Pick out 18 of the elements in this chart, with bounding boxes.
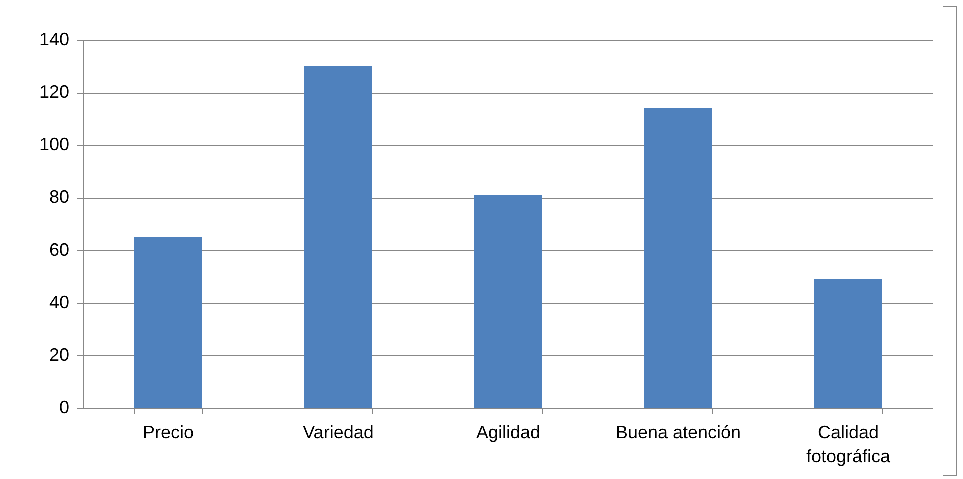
y-tick-label: 20 (49, 344, 70, 365)
y-tick-label: 120 (39, 82, 70, 102)
bar (814, 279, 882, 408)
y-tick-label: 40 (49, 292, 70, 312)
x-tick-label: Precio (142, 422, 194, 442)
y-tick-label: 100 (39, 134, 70, 155)
bar (474, 195, 542, 408)
x-tick-label: Calidad fotográfica (806, 422, 892, 466)
y-tick-label: 60 (49, 240, 70, 260)
y-tick-label: 0 (59, 398, 70, 418)
x-tick-label: Buena atención (616, 422, 742, 442)
bar (304, 66, 372, 408)
bar (644, 108, 712, 408)
x-tick-label: Variedad (303, 422, 374, 442)
x-tick-label: Agilidad (476, 422, 541, 442)
y-tick-label: 140 (39, 30, 70, 50)
y-tick-label: 80 (49, 187, 70, 208)
bar (134, 237, 202, 408)
